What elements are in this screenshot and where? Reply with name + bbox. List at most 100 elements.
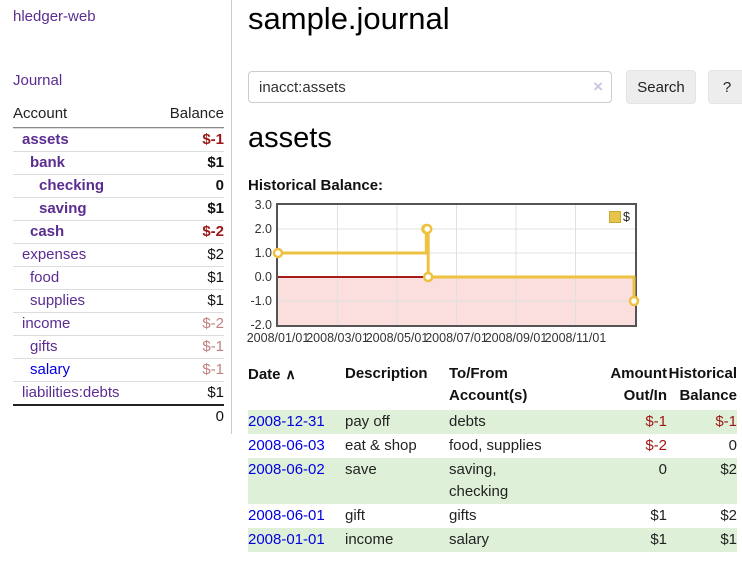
column-header-date[interactable]: Date ∧ — [248, 362, 345, 410]
clear-search-icon[interactable]: × — [593, 77, 603, 96]
account-row-checking: checking 0 — [13, 174, 224, 197]
account-link-saving[interactable]: saving — [39, 200, 87, 217]
account-link-bank[interactable]: bank — [30, 154, 66, 171]
transaction-accounts: saving, checking — [449, 461, 509, 500]
account-link-supplies[interactable]: supplies — [30, 292, 86, 309]
transaction-date-link[interactable]: 2008-01-01 — [248, 531, 325, 548]
accounts-total-value: 0 — [215, 408, 224, 425]
transaction-amount: $1 — [650, 507, 667, 524]
register-row: 2008-06-02 save saving, checking 0 $2 — [248, 458, 737, 504]
transaction-amount: $-2 — [645, 437, 667, 454]
sidebar-item-journal[interactable]: Journal — [13, 72, 63, 89]
account-link-food[interactable]: food — [30, 269, 60, 286]
column-header-description[interactable]: Description — [345, 365, 428, 382]
account-balance: $1 — [207, 384, 224, 401]
x-axis-tick: 2008/05/01 — [365, 331, 429, 345]
register-row: 2008-06-03 eat & shop food, supplies $-2… — [248, 434, 737, 458]
transaction-date-link[interactable]: 2008-06-01 — [248, 507, 325, 524]
register-row: 2008-01-01 income salary $1 $1 — [248, 528, 737, 552]
historical-balance-label: Historical Balance: — [248, 177, 384, 194]
x-axis-tick: 2008/09/01 — [484, 331, 548, 345]
y-axis-tick: 2.0 — [254, 222, 272, 236]
column-header-amount[interactable]: Amount Out/In — [610, 365, 667, 404]
account-balance: $-2 — [202, 315, 224, 332]
register-table: Date ∧ Description To/From Account(s) Amo… — [248, 362, 737, 552]
search-button[interactable]: Search — [626, 70, 696, 104]
brand-link[interactable]: hledger-web — [13, 8, 96, 25]
transaction-balance: $2 — [720, 461, 737, 478]
account-balance: $2 — [207, 246, 224, 263]
account-row-supplies: supplies $1 — [13, 289, 224, 312]
transaction-description: eat & shop — [345, 437, 417, 454]
transaction-date-link[interactable]: 2008-12-31 — [248, 413, 325, 430]
transaction-amount: $-1 — [645, 413, 667, 430]
transaction-accounts: food, supplies — [449, 437, 542, 454]
account-row-assets: assets $-1 — [13, 128, 224, 151]
register-header-row: Date ∧ Description To/From Account(s) Amo… — [248, 362, 737, 410]
account-row-income: income $-2 — [13, 312, 224, 335]
column-header-accounts[interactable]: To/From Account(s) — [449, 365, 528, 404]
account-balance: 0 — [215, 177, 224, 194]
transaction-description: save — [345, 461, 377, 478]
account-link-expenses[interactable]: expenses — [22, 246, 87, 263]
account-balance: $-1 — [202, 131, 224, 148]
transaction-description: income — [345, 531, 394, 548]
account-link-assets[interactable]: assets — [22, 131, 69, 148]
y-axis-tick: -2.0 — [250, 318, 272, 332]
historical-balance-chart: 3.0 2.0 1.0 0.0 -1.0 -2.0 — [240, 197, 742, 349]
transaction-description: pay off — [345, 413, 390, 430]
account-balance-table: Account Balance assets $-1 bank $1 check… — [13, 103, 224, 427]
search-input[interactable] — [248, 71, 612, 103]
account-balance: $1 — [207, 269, 224, 286]
transaction-amount: 0 — [658, 461, 667, 478]
x-axis-tick: 2008/11/01 — [544, 331, 607, 345]
chart-legend: $ — [609, 210, 630, 224]
account-row-gifts: gifts $-1 — [13, 335, 224, 358]
y-axis-tick: 0.0 — [254, 270, 272, 284]
chart-canvas — [272, 205, 640, 325]
account-column-header: Account — [13, 105, 68, 122]
account-row-cash: cash $-2 — [13, 220, 224, 243]
account-balance: $1 — [207, 154, 224, 171]
account-row-food: food $1 — [13, 266, 224, 289]
x-axis-tick: 2008/07/01 — [425, 331, 488, 345]
search-box: × — [248, 71, 612, 103]
balance-series-points — [272, 223, 640, 307]
main-content: sample.journal × Search ? assets Histori… — [240, 0, 742, 582]
sidebar: hledger-web Journal Account Balance asse… — [0, 0, 232, 434]
account-table-header: Account Balance — [13, 103, 224, 128]
account-heading: assets — [248, 122, 332, 154]
transaction-date-link[interactable]: 2008-06-02 — [248, 461, 325, 478]
register-row: 2008-12-31 pay off debts $-1 $-1 — [248, 410, 737, 434]
account-balance: $-1 — [202, 361, 224, 378]
transaction-amount: $1 — [650, 531, 667, 548]
account-row-liabilities-debts: liabilities:debts $1 — [13, 381, 224, 404]
column-header-balance[interactable]: Historical Balance — [668, 365, 737, 404]
transaction-balance: $1 — [720, 531, 737, 548]
sort-ascending-icon: ∧ — [285, 366, 296, 382]
account-link-liabilities-debts[interactable]: liabilities:debts — [22, 384, 120, 401]
transaction-accounts: salary — [449, 531, 490, 548]
legend-swatch-icon — [609, 211, 622, 223]
balance-column-header: Balance — [169, 105, 224, 122]
x-axis-tick: 2008/03/01 — [306, 331, 369, 345]
x-axis-tick: 2008/01/01 — [246, 331, 310, 345]
y-axis-tick: 3.0 — [254, 198, 272, 212]
account-row-salary: salary $-1 — [13, 358, 224, 381]
help-button[interactable]: ? — [708, 70, 742, 104]
chart-plot-area: $ — [272, 203, 640, 327]
transaction-accounts: debts — [449, 413, 486, 430]
account-balance: $1 — [207, 292, 224, 309]
transaction-balance: 0 — [728, 437, 737, 454]
account-link-salary[interactable]: salary — [30, 361, 71, 378]
account-link-gifts[interactable]: gifts — [30, 338, 58, 355]
transaction-date-link[interactable]: 2008-06-03 — [248, 437, 325, 454]
legend-label: $ — [623, 210, 630, 224]
account-link-cash[interactable]: cash — [30, 223, 65, 240]
account-link-income[interactable]: income — [22, 315, 71, 332]
page-title: sample.journal — [248, 1, 450, 36]
account-row-bank: bank $1 — [13, 151, 224, 174]
search-form: × Search ? — [248, 70, 742, 104]
account-link-checking[interactable]: checking — [39, 177, 105, 194]
account-row-expenses: expenses $2 — [13, 243, 224, 266]
